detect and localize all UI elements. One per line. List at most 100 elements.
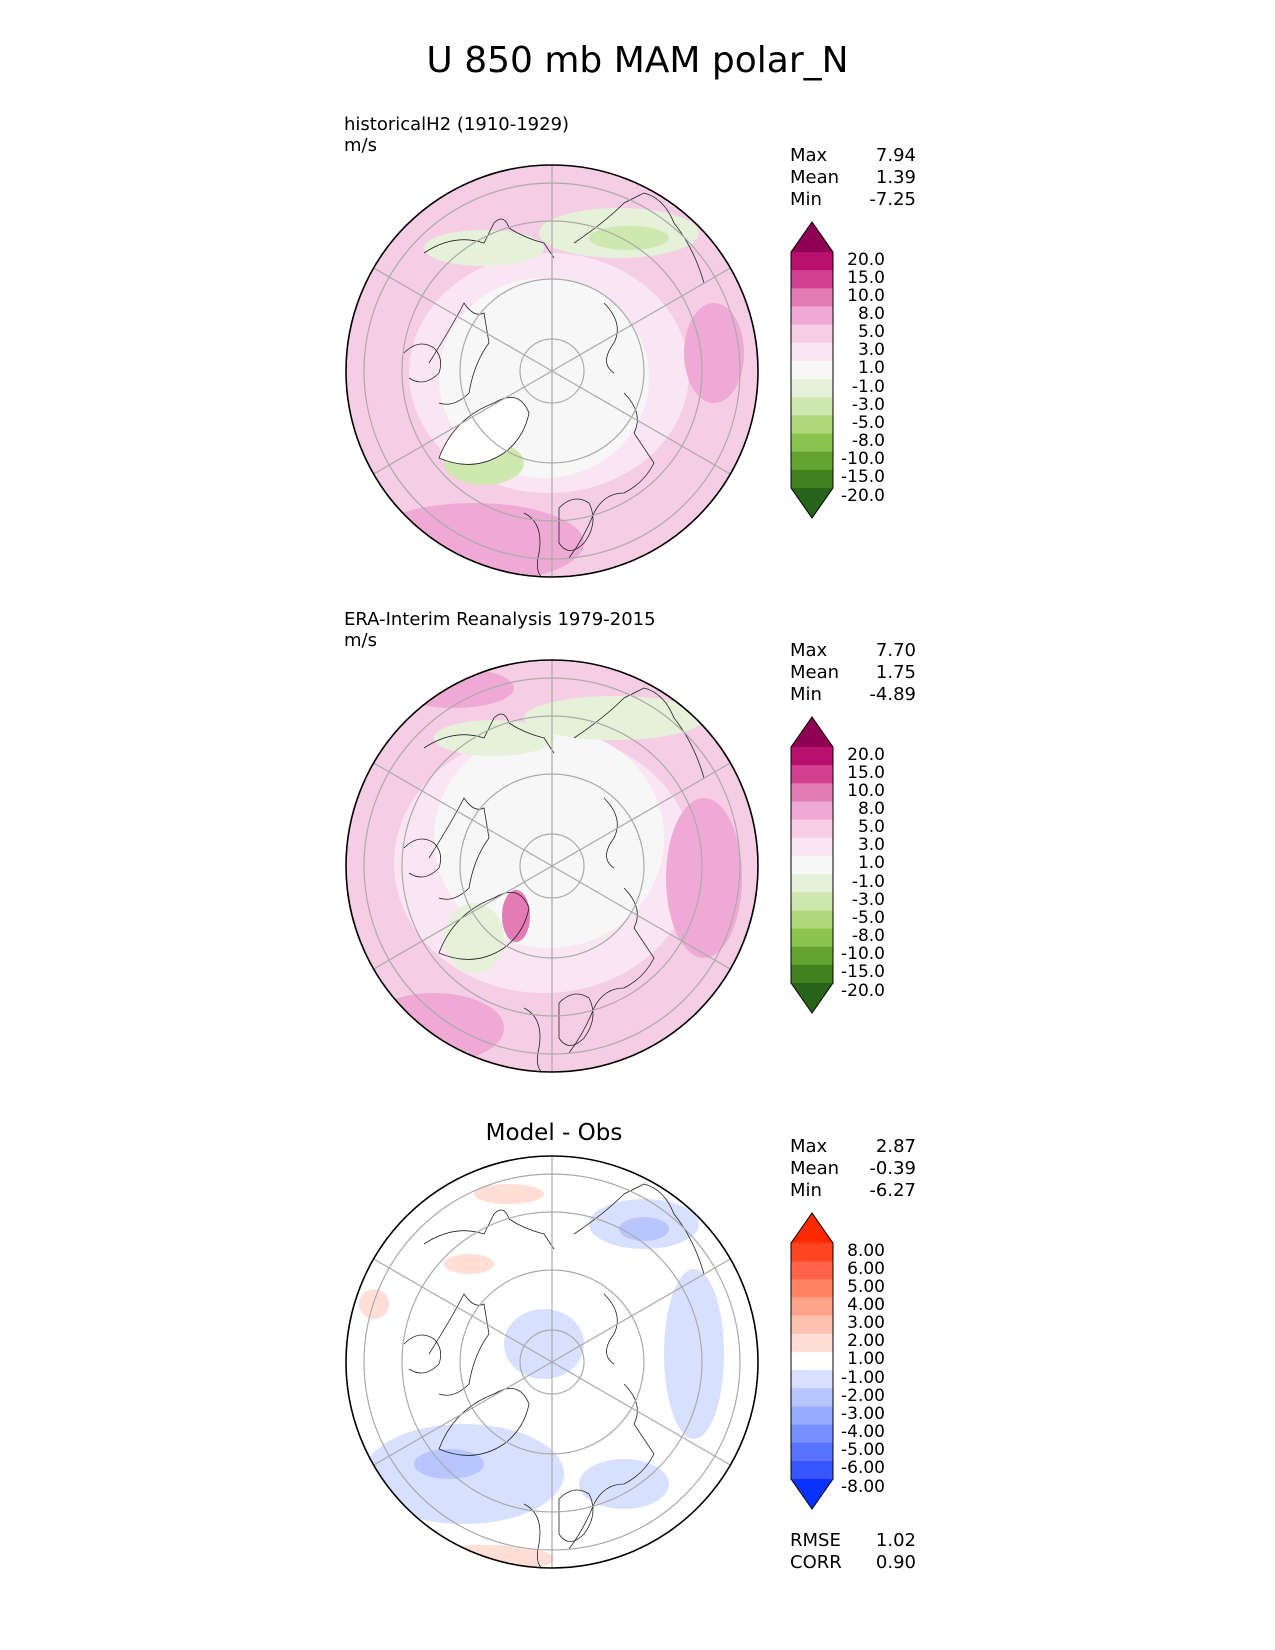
field-patch-greenland-jet [502, 890, 530, 942]
field-patch-green-north [524, 696, 704, 740]
colorbar-segment [791, 964, 833, 984]
colorbar-segment [791, 1370, 833, 1389]
colorbar-segment [791, 433, 833, 453]
colorbar-tick-label: 5.0 [857, 322, 885, 343]
colorbar-segment [791, 252, 833, 271]
colorbar-segment [791, 1297, 833, 1317]
colorbar-tick-label: 10.0 [847, 285, 885, 306]
colorbar-segment [791, 747, 833, 766]
colorbar-segment [791, 1460, 833, 1480]
colorbar-extend-top [791, 1213, 833, 1243]
colorbar-tick-label: 15.0 [847, 762, 885, 783]
colorbar-tick-label: -5.0 [851, 412, 885, 433]
colorbar-tick-label: 5.00 [847, 1276, 885, 1297]
colorbar-outline [790, 1212, 834, 1510]
colorbar-segment [791, 306, 833, 326]
colorbar-tick-label: -15.0 [841, 962, 885, 983]
colorbar-segment [791, 451, 833, 471]
colorbar-tick-label: -4.00 [841, 1422, 885, 1443]
field-patch-strong-southwest [364, 993, 504, 1063]
colorbar-tick-label: 3.0 [857, 340, 885, 361]
stat-corr: CORR 0.90 [790, 1552, 916, 1573]
field-patch-negative-southwest-strong [414, 1449, 484, 1479]
colorbar-tick-label: -5.0 [851, 907, 885, 928]
colorbar-segment [791, 469, 833, 489]
colorbar-obs [790, 716, 834, 1014]
colorbar-tick-label: -6.00 [841, 1458, 885, 1479]
colorbar-tick-label: 6.00 [847, 1258, 885, 1279]
field-patch-negative-center [504, 1309, 584, 1379]
colorbar-segment [791, 1442, 833, 1462]
coastline-greenland [438, 1387, 530, 1456]
stat-mean: Mean 1.75 [790, 662, 916, 683]
meridian [371, 266, 733, 476]
colorbar-segment [791, 910, 833, 930]
coastline-eurasia [523, 1183, 705, 1568]
coastline-greenland [438, 891, 530, 960]
field-patch-near-zero [434, 728, 664, 948]
panel-obs-subtitle: ERA-Interim Reanalysis 1979-2015 [344, 609, 656, 630]
stat-max: Max 2.87 [790, 1136, 916, 1157]
colorbar-segment [791, 397, 833, 416]
colorbar-extend-bottom [791, 983, 833, 1013]
colorbar-tick-label: 8.0 [857, 798, 885, 819]
stat-rmse: RMSE 1.02 [790, 1530, 916, 1551]
colorbar-diff [790, 1212, 834, 1510]
colorbar-diff-labels: 8.00 6.00 5.00 4.00 3.00 2.00 1.00 -1.00 -2.00 -3… [835, 1213, 885, 1509]
coastline-scandinavia [558, 993, 594, 1046]
colorbar-tick-label: -10.0 [841, 944, 885, 965]
colorbar-tick-label: -10.0 [841, 449, 885, 470]
colorbar-tick-label: -8.0 [851, 431, 885, 452]
colorbar-segment [791, 819, 833, 839]
colorbar-segment [791, 783, 833, 802]
colorbar-segment [791, 1243, 833, 1262]
meridian [371, 1257, 733, 1467]
greenland-landmass [438, 396, 530, 465]
colorbar-segment [791, 324, 833, 344]
stat-mean: Mean 1.39 [790, 167, 916, 188]
panel-model-subtitle: historicalH2 (1910-1929) [344, 114, 570, 135]
panel-diff-extra-stats: RMSE 1.02 CORR 0.90 [790, 1530, 916, 1574]
colorbar-segment [791, 801, 833, 821]
coastline-eurasia [523, 192, 705, 577]
colorbar-segment [791, 1279, 833, 1298]
field-patch-strong-south [364, 503, 584, 577]
colorbar-segment [791, 765, 833, 784]
colorbar-tick-label: -15.0 [841, 467, 885, 488]
colorbar-segment [791, 1424, 833, 1444]
colorbar-extend-bottom [791, 1479, 833, 1509]
polar-map-model [345, 164, 759, 578]
colorbar-segment [791, 892, 833, 911]
coastline-north-america [403, 1209, 555, 1396]
colorbar-tick-label: -1.00 [841, 1367, 885, 1388]
colorbar-segment [791, 342, 833, 362]
colorbar-outline [790, 716, 834, 1014]
colorbar-segment [791, 928, 833, 948]
colorbar-segment [791, 874, 833, 893]
colorbar-outline [790, 221, 834, 519]
figure-title: U 850 mb MAM polar_N [426, 40, 849, 81]
map-boundary [345, 1155, 759, 1569]
coastline-eurasia [523, 687, 705, 1072]
colorbar-extend-top [791, 717, 833, 747]
colorbar-tick-label: -3.0 [851, 889, 885, 910]
colorbar-tick-label: 10.0 [847, 780, 885, 801]
colorbar-segment [791, 855, 833, 875]
colorbar-segment [791, 1261, 833, 1280]
colorbar-segment [791, 360, 833, 380]
colorbar-tick-label: -1.0 [851, 376, 885, 397]
stat-min: Min -4.89 [790, 684, 916, 705]
meridian [371, 761, 733, 971]
colorbar-tick-label: 1.00 [847, 1349, 885, 1370]
colorbar-tick-label: 20.0 [847, 249, 885, 270]
colorbar-tick-label: 1.0 [857, 358, 885, 379]
colorbar-tick-label: -20.0 [841, 485, 885, 506]
panel-diff-title: Model - Obs [485, 1120, 623, 1146]
colorbar-segment [791, 270, 833, 289]
field-patch-strong-northwest [394, 668, 514, 708]
colorbar-segment [791, 415, 833, 435]
colorbar-segment [791, 1351, 833, 1371]
colorbar-segment [791, 1388, 833, 1407]
coastline-north-america [403, 713, 555, 900]
colorbar-tick-label: 15.0 [847, 267, 885, 288]
